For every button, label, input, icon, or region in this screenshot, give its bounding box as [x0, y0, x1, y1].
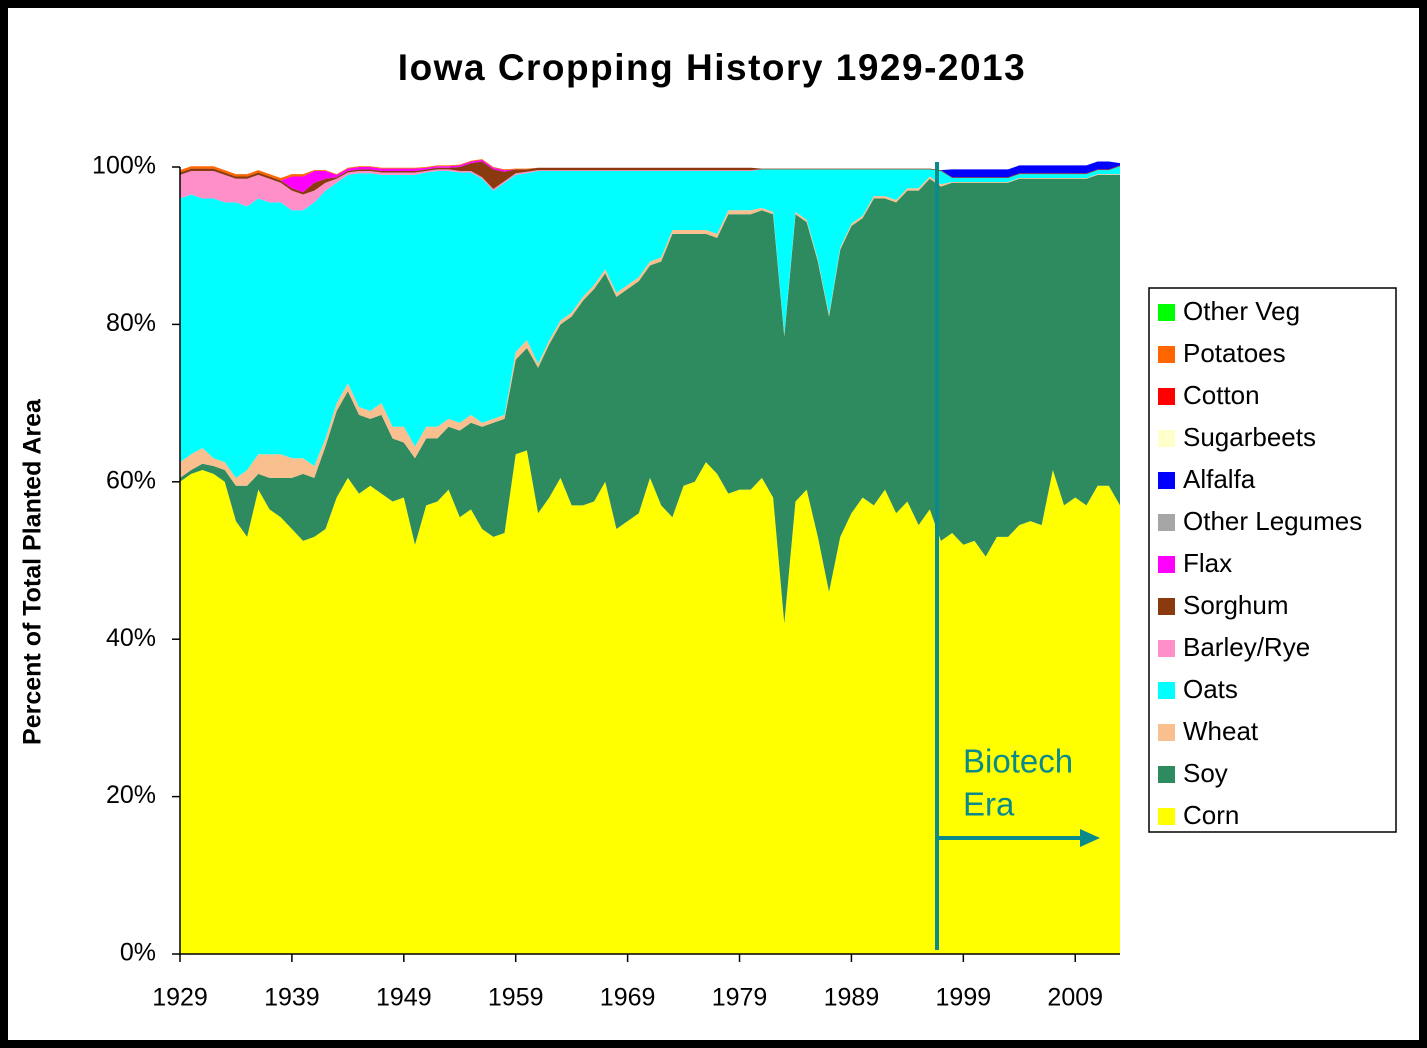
- x-tick-label: 2009: [1047, 984, 1103, 1012]
- plot-area: [180, 159, 1120, 954]
- legend-label: Cotton: [1183, 380, 1260, 410]
- area: [180, 161, 1120, 195]
- legend: [1148, 287, 1397, 833]
- legend-label: Sugarbeets: [1183, 422, 1316, 452]
- area: [180, 174, 1120, 624]
- annotation: Biotech: [963, 743, 1073, 780]
- legend-swatch: [1158, 808, 1175, 825]
- y-tick-label: 40%: [106, 624, 156, 652]
- legend-swatch: [1158, 472, 1175, 489]
- legend-label: Oats: [1183, 674, 1238, 704]
- legend-swatch: [1158, 640, 1175, 657]
- arrow-head: [1080, 829, 1100, 847]
- legend-label: Corn: [1183, 800, 1239, 830]
- area: [180, 166, 1120, 478]
- y-tick-label: 0%: [120, 939, 156, 967]
- chart-title: Iowa Cropping History 1929-2013: [398, 47, 1026, 88]
- x-tick-label: 1969: [600, 984, 656, 1012]
- legend-label: Barley/Rye: [1183, 632, 1310, 662]
- legend-label: Potatoes: [1183, 338, 1286, 368]
- legend-swatch: [1158, 346, 1175, 363]
- legend-label: Alfalfa: [1183, 464, 1256, 494]
- legend-label: Other Veg: [1183, 296, 1300, 326]
- legend-swatch: [1158, 682, 1175, 699]
- y-tick-label: 20%: [106, 781, 156, 809]
- legend-label: Soy: [1183, 758, 1228, 788]
- legend-swatch: [1158, 304, 1175, 321]
- x-tick-label: 1979: [712, 984, 768, 1012]
- x-tick-label: 1949: [376, 984, 432, 1012]
- x-tick-label: 1999: [936, 984, 992, 1012]
- y-tick-label: 100%: [92, 152, 156, 180]
- y-tick-label: 80%: [106, 309, 156, 337]
- legend-swatch: [1158, 724, 1175, 741]
- legend-swatch: [1158, 598, 1175, 615]
- legend-swatch: [1158, 430, 1175, 447]
- legend-swatch: [1158, 514, 1175, 531]
- area: [180, 174, 1120, 486]
- x-tick-label: 1989: [824, 984, 880, 1012]
- legend-swatch: [1158, 556, 1175, 573]
- x-tick-label: 1929: [152, 984, 208, 1012]
- annotation: Era: [963, 786, 1015, 823]
- x-tick-label: 1959: [488, 984, 544, 1012]
- axes: 0% 20% 40% 60% 80% 100% 1929 1939 1949 1959 1969 19…: [92, 152, 1120, 1012]
- legend-label: Other Legumes: [1183, 506, 1362, 536]
- area: [180, 450, 1120, 954]
- x-tick-label: 1939: [264, 984, 320, 1012]
- legend-label: Flax: [1183, 548, 1232, 578]
- legend-swatch: [1158, 388, 1175, 405]
- y-tick-label: 60%: [106, 466, 156, 494]
- legend-entries: Corn Soy Wheat Oats Barley/Rye Sorghum Flax Oth…: [1158, 296, 1362, 830]
- legend-label: Sorghum: [1183, 590, 1289, 620]
- y-axis-label: Percent of Total Planted Area: [19, 398, 47, 745]
- legend-label: Wheat: [1183, 716, 1259, 746]
- legend-swatch: [1158, 766, 1175, 783]
